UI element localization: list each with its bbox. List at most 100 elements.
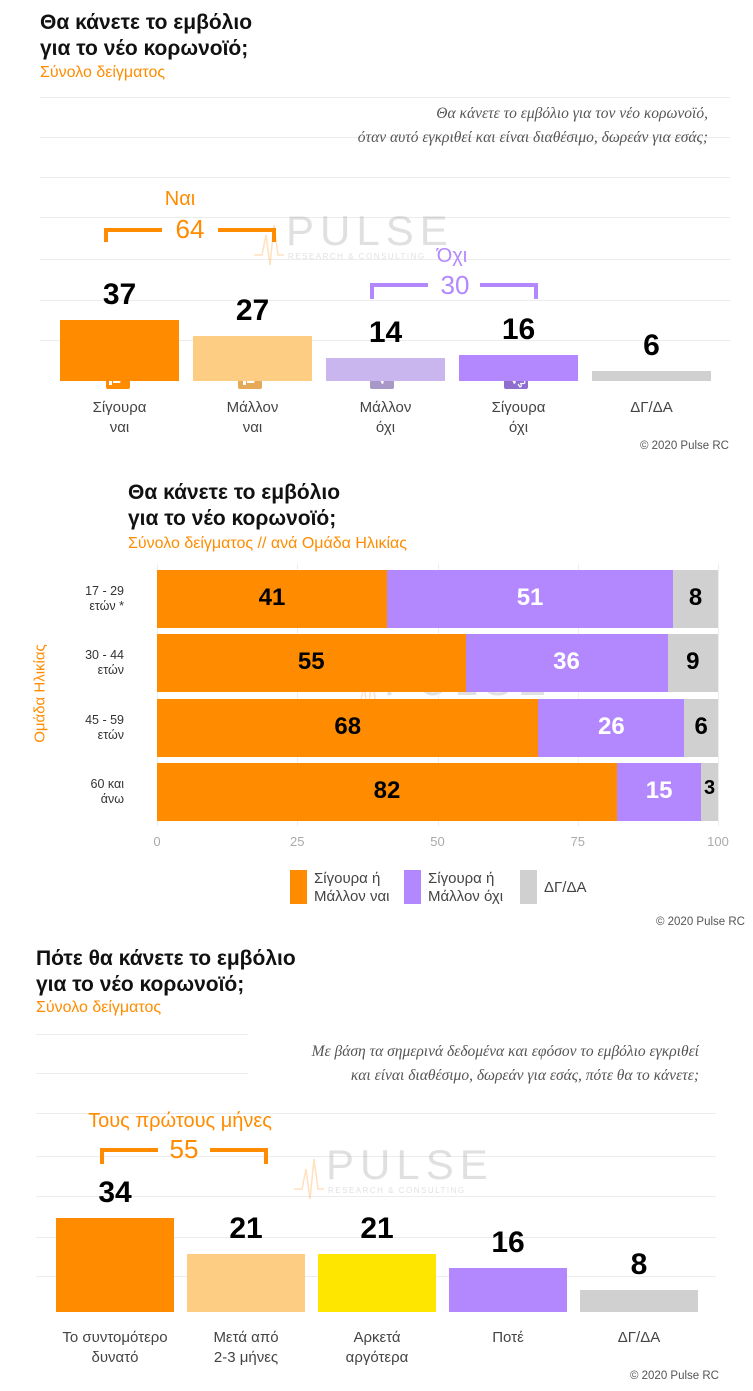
bar [701, 763, 718, 821]
bar [157, 634, 466, 692]
category-label: Μάλλον ναι [226, 399, 279, 436]
gridline [297, 564, 299, 826]
section1-title: Θα κάνετε το εμβόλιο για το νέο κορωνοϊό… [40, 11, 253, 60]
legend-label: ΔΓ/ΔΑ [544, 879, 587, 896]
bracket-no-label: Όχι [436, 245, 468, 267]
bar [667, 634, 718, 692]
data-label: 16 [491, 1225, 525, 1259]
bracket-no-value: 30 [440, 270, 470, 300]
section1-question: Θα κάνετε το εμβόλιο για τον νέο κορωνοϊ… [357, 105, 708, 146]
data-label: 36 [553, 648, 580, 675]
bar [592, 371, 711, 381]
gridline [40, 300, 730, 301]
category-label: Μετά από 2-3 μήνες [213, 1329, 279, 1366]
tick-label: 0 [153, 834, 161, 849]
gridline [577, 564, 579, 826]
copyright: © 2020 Pulse RC [639, 440, 729, 452]
data-label: 14 [368, 315, 403, 349]
bracket-yes-line [104, 228, 276, 242]
bar [318, 1254, 436, 1312]
tick-label: 100 [707, 834, 729, 849]
tick-label: 75 [570, 834, 585, 849]
data-label: 55 [297, 648, 325, 675]
gridline [36, 1073, 248, 1074]
data-label: 41 [258, 584, 286, 611]
gridline [157, 564, 158, 826]
bracket-yes-label: Ναι [164, 188, 196, 210]
legend-swatch [404, 870, 421, 904]
legend-label: Σίγουρα ή Μάλλον ναι [314, 870, 390, 905]
gridline [36, 1196, 716, 1197]
legend-swatch [520, 870, 537, 904]
bar [187, 1254, 305, 1312]
data-label: 8 [630, 1247, 648, 1281]
watermark-brand: PULSE [326, 1141, 494, 1188]
bar [449, 1267, 567, 1312]
bar [56, 1218, 174, 1312]
data-label: 3 [704, 777, 716, 799]
bar [459, 354, 578, 381]
row-label: 30 - 44 ετών [85, 648, 124, 677]
data-label: 15 [645, 777, 673, 804]
section2-title: Θα κάνετε το εμβόλιο για το νέο κορωνοϊό… [128, 481, 341, 530]
bar [684, 699, 718, 757]
gridline [718, 564, 719, 826]
bracket-yes-value: 64 [175, 214, 205, 244]
age-axis-label: Ομάδα Ηλικίας [31, 644, 49, 743]
data-label: 26 [598, 713, 625, 740]
data-label: 21 [360, 1212, 394, 1246]
bar [580, 1289, 698, 1312]
data-label: 68 [334, 713, 362, 740]
bar [326, 357, 445, 381]
watermark-tagline: RESEARCH & CONSULTING [328, 1186, 466, 1195]
bar [617, 763, 702, 821]
data-label: 37 [102, 277, 137, 311]
data-label: 6 [643, 329, 660, 363]
data-label: 51 [516, 584, 544, 611]
legend-swatch [290, 870, 307, 904]
bracket-no-line [370, 283, 538, 299]
gridline [36, 1034, 248, 1035]
category-label: Σίγουρα ναι [92, 399, 147, 436]
bar [538, 699, 685, 757]
tick-label: 25 [290, 834, 305, 849]
bar [157, 763, 618, 821]
row-label: 45 - 59 ετών [85, 713, 124, 742]
row-label: 60 και άνω [90, 777, 124, 806]
bar [673, 570, 718, 628]
bar [193, 336, 312, 381]
gridline [40, 137, 730, 138]
legend-label: Σίγουρα ή Μάλλον όχι [428, 870, 504, 905]
data-label: 8 [688, 584, 703, 611]
data-label: 82 [373, 777, 401, 804]
category-label: Ποτέ [492, 1329, 524, 1346]
category-label: ΔΓ/ΔΑ [617, 1329, 661, 1346]
bar [387, 570, 674, 628]
data-label: 6 [694, 713, 708, 740]
bracket-first-months-value: 55 [169, 1134, 199, 1164]
gridline [40, 177, 730, 178]
data-label: 27 [235, 294, 270, 328]
category-label: Σίγουρα όχι [491, 399, 546, 436]
data-label: 21 [229, 1212, 263, 1246]
gridline [40, 217, 730, 218]
section1-subtitle: Σύνολο δείγματος [40, 64, 166, 81]
data-label: 9 [686, 648, 700, 675]
data-label: 16 [501, 312, 536, 346]
gridline [437, 564, 439, 826]
bracket-first-months-line [100, 1148, 268, 1164]
category-label: ΔΓ/ΔΑ [630, 399, 673, 416]
gridline [40, 97, 730, 98]
bar [157, 699, 539, 757]
section2-subtitle: Σύνολο δείγματος // ανά Ομάδα Ηλικίας [128, 535, 407, 552]
bar [60, 319, 179, 381]
gridline [40, 340, 730, 341]
copyright: © 2020 Pulse RC [629, 1370, 719, 1382]
data-label: 34 [98, 1176, 132, 1210]
pulse-watermark: PULSE RESEARCH & CONSULTING [294, 1141, 494, 1200]
gridline [36, 1237, 716, 1238]
pulse-logo-icon [294, 1158, 324, 1200]
copyright: © 2020 Pulse RC [655, 916, 745, 928]
gridline [36, 1113, 716, 1114]
category-label: Αρκετά αργότερα [345, 1329, 409, 1366]
